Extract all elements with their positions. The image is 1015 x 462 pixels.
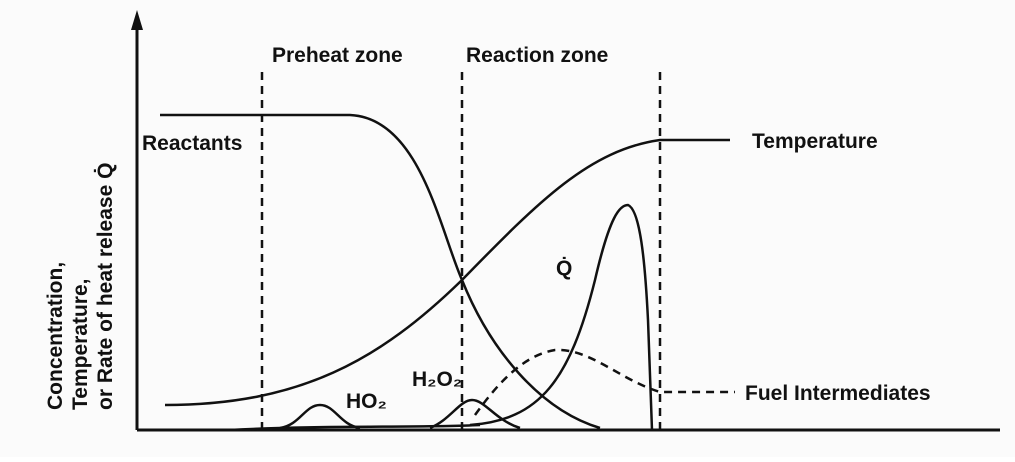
curve-label: Reactants <box>142 132 242 155</box>
zone-label: Preheat zone <box>272 44 403 67</box>
zone-label: Reaction zone <box>466 44 608 67</box>
curve-label: Temperature <box>752 130 878 153</box>
y-axis-label-line: Concentration, <box>44 262 67 410</box>
curve-label: HO₂ <box>346 390 387 413</box>
curve-label: Q̇ <box>556 256 572 280</box>
y-axis-label-line: Temperature, <box>69 279 92 411</box>
curve-label: Fuel Intermediates <box>745 382 931 405</box>
flame-structure-diagram: Preheat zone Reaction zone Reactants Tem… <box>0 0 1015 457</box>
curve-label: H₂O₂ <box>412 368 462 391</box>
y-axis-label-line: or Rate of heat release Q̇ <box>93 163 117 410</box>
